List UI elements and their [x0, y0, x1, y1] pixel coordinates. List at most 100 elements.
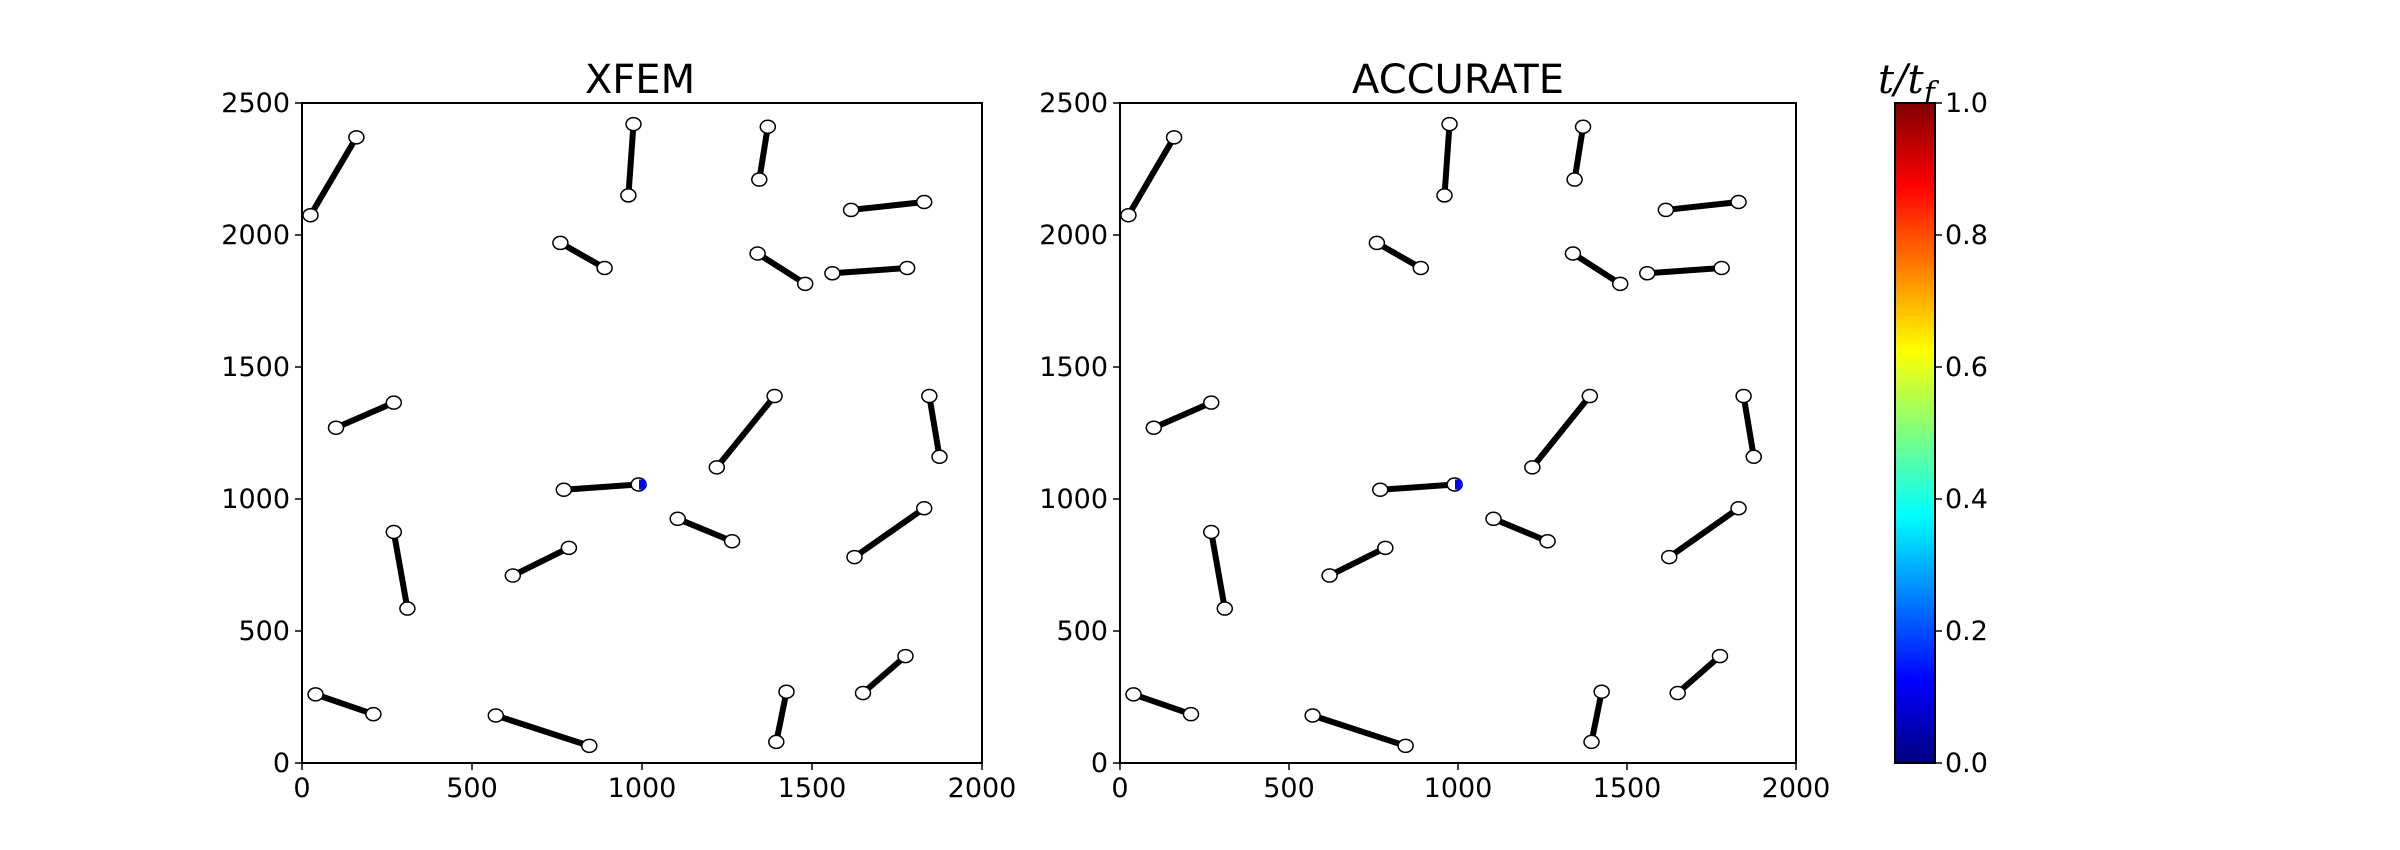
accurate-crack-17 [1588, 691, 1605, 743]
accurate-crack-6 [1647, 265, 1722, 277]
accurate-crack-8-tip-2 [1581, 388, 1599, 404]
xfem-x-tick-label-0: 0 [293, 773, 310, 804]
xfem-crack-18 [861, 653, 908, 696]
accurate-crack-12 [1667, 505, 1741, 560]
accurate-crack-0 [1125, 135, 1177, 217]
xfem-crack-2 [756, 126, 771, 181]
accurate-crack-16-tip-2 [1397, 738, 1414, 754]
xfem-crack-6-tip-1 [824, 266, 841, 281]
accurate-plot-area [1120, 116, 1762, 754]
xfem-crack-17-tip-2 [778, 684, 795, 699]
colorbar-tick-label-5: 1.0 [1945, 88, 1988, 119]
xfem-crack-3 [850, 199, 925, 213]
xfem-crack-12-tip-2 [915, 500, 933, 516]
accurate-y-tick-label-2: 1000 [1039, 484, 1108, 515]
accurate-crack-14 [1328, 545, 1387, 579]
accurate-crack-15 [1132, 691, 1192, 717]
accurate-crack-13 [1208, 531, 1228, 610]
xfem-crack-8-tip-2 [766, 388, 783, 404]
accurate-crack-9-tip-1 [1735, 388, 1752, 404]
accurate-title: ACCURATE [1352, 57, 1564, 103]
accurate-crack-1 [1441, 123, 1453, 196]
xfem-crack-9-tip-2 [931, 449, 948, 465]
xfem-crack-4-tip-1 [552, 235, 569, 251]
xfem-crack-13 [390, 531, 411, 610]
xfem-crack-1-tip-1 [620, 188, 637, 203]
colorbar-tick-label-2: 0.4 [1945, 484, 1988, 515]
accurate-y-axis: 0 500 1000 1500 2000 2500 [1039, 88, 1120, 779]
accurate-crack-15-tip-2 [1182, 706, 1200, 722]
xfem-crack-15-tip-2 [365, 706, 382, 722]
xfem-x-tick-label-4: 2000 [948, 773, 1017, 804]
accurate-crack-17-tip-2 [1593, 684, 1610, 699]
accurate-crack-13-tip-1 [1203, 524, 1220, 540]
xfem-crack-8 [714, 394, 777, 470]
xfem-x-tick-label-1: 500 [446, 773, 498, 804]
accurate-crack-18-tip-1 [1669, 685, 1686, 701]
accurate-crack-7-tip-1 [1145, 420, 1163, 435]
accurate-crack-2-tip-1 [1566, 172, 1583, 187]
xfem-crack-10-tip-1 [555, 482, 573, 498]
xfem-crack-13-tip-1 [385, 524, 403, 540]
xfem-crack-15 [314, 691, 375, 717]
xfem-crack-7-tip-2 [385, 395, 403, 410]
xfem-panel: XFEM 0 500 1000 1500 2000 0 500 1000 1500 2000 25… [221, 57, 1016, 804]
accurate-crack-8-tip-1 [1524, 460, 1541, 475]
accurate-crack-6-tip-1 [1639, 266, 1656, 281]
accurate-crack-6-tip-2 [1713, 260, 1730, 276]
xfem-crack-7 [334, 399, 395, 431]
colorbar: t/tf 0.00.20.40.60.81.0 [1878, 57, 1988, 779]
xfem-crack-13-tip-2 [399, 601, 416, 616]
accurate-crack-10-tip-1 [1372, 482, 1389, 498]
accurate-crack-7 [1152, 399, 1213, 431]
accurate-crack-4-tip-1 [1368, 235, 1386, 251]
accurate-crack-12-tip-1 [1661, 549, 1678, 565]
accurate-y-tick-label-3: 1500 [1039, 352, 1108, 383]
xfem-crack-5 [755, 250, 807, 287]
xfem-y-tick-label-3: 1500 [221, 352, 290, 383]
accurate-crack-1-tip-2 [1441, 116, 1458, 132]
accurate-crack-14-tip-2 [1377, 540, 1394, 556]
accurate-y-tick-label-1: 500 [1056, 616, 1108, 647]
accurate-axes-frame [1119, 102, 1797, 764]
accurate-crack-1-tip-1 [1436, 188, 1453, 203]
accurate-x-tick-label-3: 1500 [1593, 773, 1662, 804]
xfem-crack-17 [773, 691, 790, 743]
xfem-crack-1 [625, 123, 637, 196]
xfem-crack-6 [832, 265, 908, 277]
xfem-crack-5-tip-2 [796, 276, 814, 292]
accurate-crack-2-tip-2 [1574, 119, 1592, 135]
accurate-crack-0-tip-2 [1165, 130, 1183, 145]
xfem-crack-14-tip-2 [560, 540, 578, 556]
accurate-crack-11 [1492, 516, 1549, 545]
accurate-crack-11-tip-2 [1539, 533, 1556, 549]
colorbar-gradient [1894, 102, 1936, 764]
xfem-crack-18-tip-1 [854, 685, 872, 701]
xfem-crack-2-tip-2 [759, 119, 777, 135]
xfem-x-tick-label-2: 1000 [608, 773, 677, 804]
xfem-crack-6-tip-2 [898, 260, 916, 276]
xfem-crack-2-tip-1 [751, 172, 768, 187]
xfem-crack-0 [307, 135, 359, 217]
xfem-crack-10 [563, 481, 639, 493]
xfem-x-axis: 0 500 1000 1500 2000 [293, 763, 1016, 804]
xfem-axes-frame [301, 102, 983, 764]
accurate-crack-4 [1375, 240, 1423, 271]
xfem-plot-area [302, 116, 948, 754]
accurate-x-tick-label-1: 500 [1263, 773, 1315, 804]
accurate-x-tick-label-2: 1000 [1424, 773, 1493, 804]
accurate-crack-16 [1311, 712, 1407, 749]
xfem-crack-8-tip-1 [708, 460, 726, 475]
colorbar-tick-label-0: 0.0 [1945, 748, 1988, 779]
accurate-x-tick-label-0: 0 [1111, 773, 1128, 804]
xfem-crack-16-tip-2 [581, 738, 598, 754]
accurate-crack-11-tip-1 [1485, 511, 1502, 527]
accurate-crack-10 [1380, 481, 1455, 493]
xfem-crack-16 [494, 712, 591, 749]
accurate-crack-3 [1665, 199, 1739, 213]
accurate-crack-17-tip-1 [1583, 734, 1600, 750]
xfem-x-tick-label-3: 1500 [778, 773, 847, 804]
accurate-crack-3-tip-1 [1657, 202, 1675, 218]
xfem-crack-0-tip-1 [302, 207, 319, 223]
